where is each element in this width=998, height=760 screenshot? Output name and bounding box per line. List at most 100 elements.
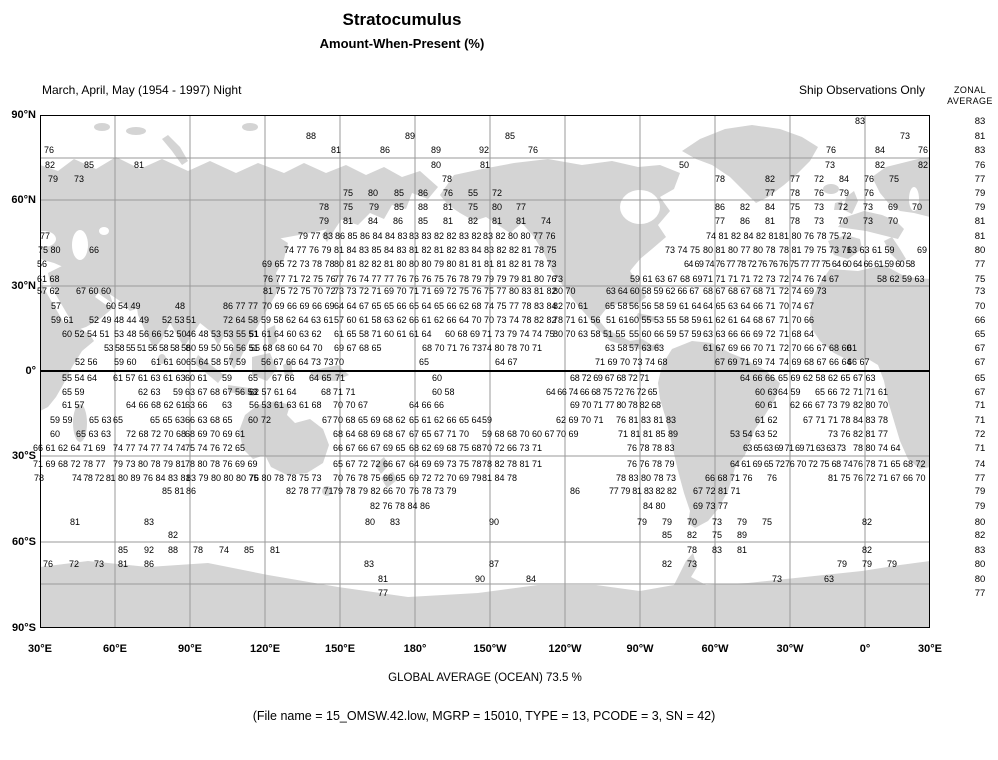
zonal-header-line1: ZONAL — [953, 85, 986, 95]
zonal-average-value: 81 — [974, 216, 986, 227]
zonal-average-value: 80 — [974, 559, 986, 570]
landmasses — [40, 123, 930, 628]
land-west-africa — [810, 265, 930, 469]
longitude-tick-label: 0° — [859, 643, 871, 655]
sea-black — [40, 231, 56, 247]
zonal-average-value: 71 — [974, 443, 986, 454]
world-map — [40, 115, 930, 628]
longitude-tick-label: 120°E — [249, 643, 281, 655]
zonal-average-value: 71 — [974, 415, 986, 426]
file-info-label: (File name = 15_OMSW.42.low, MGRP = 1501… — [252, 709, 716, 723]
land-madagascar — [73, 404, 87, 442]
land-sri-lanka — [158, 354, 166, 364]
latitude-tick-label: 90°N — [11, 109, 36, 121]
zonal-average-value: 80 — [974, 245, 986, 256]
land-north-america — [440, 159, 680, 351]
land-south-america — [658, 341, 780, 528]
zonal-average-value: 66 — [974, 315, 986, 326]
longitude-tick-label: 60°W — [701, 643, 729, 655]
land-severnaya-zemlya — [242, 123, 258, 131]
latitude-tick-label: 60°N — [11, 194, 36, 206]
zonal-average-value: 77 — [974, 174, 986, 185]
land-australia — [239, 401, 329, 475]
zonal-average-value: 79 — [974, 202, 986, 213]
longitude-tick-label: 60°E — [103, 643, 127, 655]
land-sumatra — [194, 355, 224, 383]
land-east-africa — [40, 281, 94, 411]
zonal-average-value: 72 — [974, 429, 986, 440]
land-new-zealand-south — [381, 472, 397, 488]
longitude-tick-label: 30°E — [28, 643, 52, 655]
longitude-tick-label: 30°E — [918, 643, 942, 655]
zonal-average-value: 77 — [974, 588, 986, 599]
land-italy — [884, 237, 906, 263]
land-greenland — [682, 125, 818, 203]
zonal-header-line2: AVERAGE — [947, 96, 993, 106]
zonal-average-value: 77 — [974, 259, 986, 270]
zonal-average-value: 73 — [974, 286, 986, 297]
sea-caspian — [72, 230, 88, 260]
zonal-average-value: 67 — [974, 357, 986, 368]
sea-red — [42, 281, 70, 323]
land-japan — [322, 210, 345, 242]
land-novaya-zemlya — [162, 135, 188, 165]
sea-aral — [99, 227, 109, 235]
global-average-label: GLOBAL AVERAGE (OCEAN) 73.5 % — [388, 672, 582, 684]
page-title: Stratocumulus — [342, 10, 462, 29]
longitude-tick-label: 90°E — [178, 643, 202, 655]
zonal-average-value: 80 — [974, 574, 986, 585]
land-franz-josef — [126, 127, 146, 135]
zonal-average-value: 82 — [974, 530, 986, 541]
longitude-tick-label: 30°W — [776, 643, 804, 655]
land-scandinavia — [872, 157, 930, 217]
latitude-tick-label: 30°N — [11, 280, 36, 292]
land-central-europe — [838, 211, 904, 239]
land-iberia — [828, 235, 862, 259]
land-britain — [844, 191, 858, 214]
zonal-average-value: 77 — [974, 473, 986, 484]
land-svalbard — [94, 123, 110, 131]
zonal-average-value: 65 — [974, 329, 986, 340]
zonal-average-value: 83 — [974, 545, 986, 556]
latitude-tick-label: 0° — [25, 365, 36, 377]
zonal-average-value: 83 — [974, 116, 986, 127]
longitude-tick-label: 150°W — [473, 643, 507, 655]
season-time-label: March, April, May (1954 - 1997) Night — [42, 83, 242, 97]
land-java — [228, 385, 256, 396]
land-new-guinea — [310, 365, 349, 381]
sea-baltic — [909, 187, 919, 211]
land-philippines — [267, 325, 277, 349]
sea-persian-gulf — [95, 293, 112, 307]
zonal-average-value: 83 — [974, 145, 986, 156]
page-subtitle: Amount-When-Present (%) — [319, 36, 485, 51]
data-source-label: Ship Observations Only — [798, 83, 925, 97]
world-map-svg — [40, 115, 930, 628]
zonal-average-value: 74 — [974, 459, 986, 470]
land-cuba — [636, 313, 656, 322]
zonal-average-value: 67 — [974, 387, 986, 398]
land-ireland — [834, 201, 842, 210]
latitude-tick-label: 30°S — [12, 450, 36, 462]
land-india — [136, 283, 178, 349]
longitude-tick-label: 120°W — [548, 643, 582, 655]
map-border — [40, 115, 930, 628]
longitude-tick-label: 180° — [403, 643, 427, 655]
land-sulawesi — [283, 361, 293, 377]
land-arabia — [48, 265, 114, 331]
zonal-average-value: 71 — [974, 400, 986, 411]
land-antarctica — [40, 553, 930, 628]
zonal-average-value: 81 — [974, 231, 986, 242]
zonal-average-value: 81 — [974, 131, 986, 142]
longitude-tick-label: 150°E — [324, 643, 356, 655]
zonal-average-value: 67 — [974, 343, 986, 354]
zonal-average-value: 65 — [974, 373, 986, 384]
latitude-tick-label: 90°S — [12, 622, 36, 634]
longitude-tick-label: 90°W — [626, 643, 654, 655]
land-iceland — [823, 184, 839, 194]
zonal-average-value: 79 — [974, 501, 986, 512]
zonal-average-value: 79 — [974, 486, 986, 497]
zonal-average-value: 79 — [974, 188, 986, 199]
latitude-tick-label: 60°S — [12, 536, 36, 548]
land-tasmania — [322, 486, 332, 496]
